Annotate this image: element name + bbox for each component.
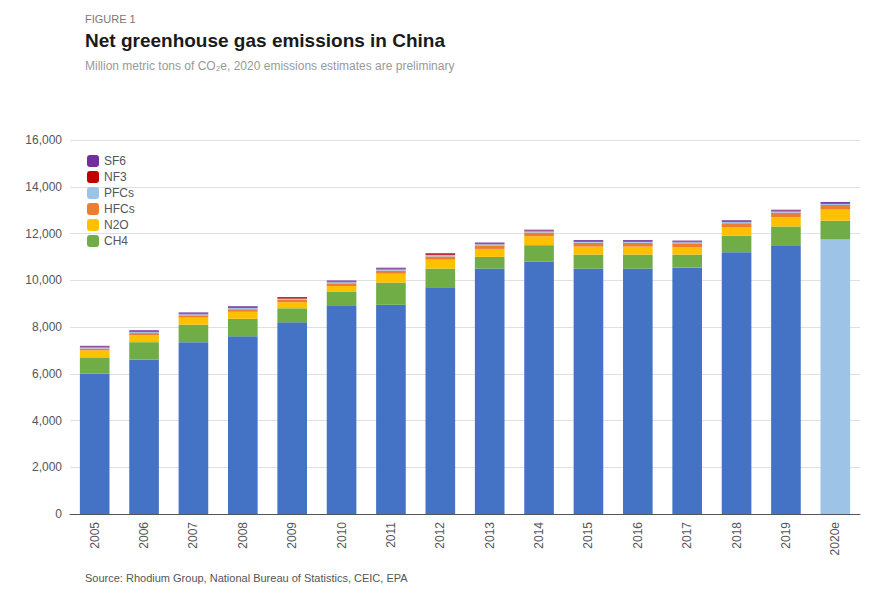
svg-text:16,000: 16,000 xyxy=(25,133,62,147)
svg-text:N2O: N2O xyxy=(104,218,129,232)
svg-text:14,000: 14,000 xyxy=(25,180,62,194)
svg-text:HFCs: HFCs xyxy=(104,202,135,216)
svg-text:Source: Rhodium Group, Nationa: Source: Rhodium Group, National Bureau o… xyxy=(85,572,408,584)
svg-text:2008: 2008 xyxy=(236,522,250,549)
svg-text:2018: 2018 xyxy=(730,522,744,549)
svg-text:2010: 2010 xyxy=(335,522,349,549)
svg-text:12,000: 12,000 xyxy=(25,227,62,241)
svg-text:2019: 2019 xyxy=(779,522,793,549)
svg-text:2017: 2017 xyxy=(680,522,694,549)
svg-text:6,000: 6,000 xyxy=(32,367,62,381)
svg-text:2013: 2013 xyxy=(483,522,497,549)
svg-text:Net greenhouse gas emissions i: Net greenhouse gas emissions in China xyxy=(85,30,445,51)
svg-text:10,000: 10,000 xyxy=(25,273,62,287)
svg-text:CH4: CH4 xyxy=(104,234,128,248)
svg-text:2005: 2005 xyxy=(88,522,102,549)
svg-text:4,000: 4,000 xyxy=(32,414,62,428)
svg-text:2,000: 2,000 xyxy=(32,460,62,474)
svg-text:2011: 2011 xyxy=(384,522,398,548)
svg-text:Million metric tons of CO₂e, 2: Million metric tons of CO₂e, 2020 emissi… xyxy=(85,59,454,73)
svg-text:2012: 2012 xyxy=(433,522,447,549)
svg-text:2014: 2014 xyxy=(532,522,546,549)
svg-text:SF6: SF6 xyxy=(104,154,126,168)
svg-text:FIGURE 1: FIGURE 1 xyxy=(85,13,136,25)
svg-text:2006: 2006 xyxy=(137,522,151,549)
svg-text:8,000: 8,000 xyxy=(32,320,62,334)
svg-text:2016: 2016 xyxy=(631,522,645,549)
svg-text:2020e: 2020e xyxy=(828,522,842,556)
svg-text:2009: 2009 xyxy=(285,522,299,549)
svg-text:2007: 2007 xyxy=(186,522,200,549)
svg-text:NF3: NF3 xyxy=(104,170,127,184)
svg-text:2015: 2015 xyxy=(581,522,595,549)
svg-text:0: 0 xyxy=(55,507,62,521)
svg-text:PFCs: PFCs xyxy=(104,186,134,200)
